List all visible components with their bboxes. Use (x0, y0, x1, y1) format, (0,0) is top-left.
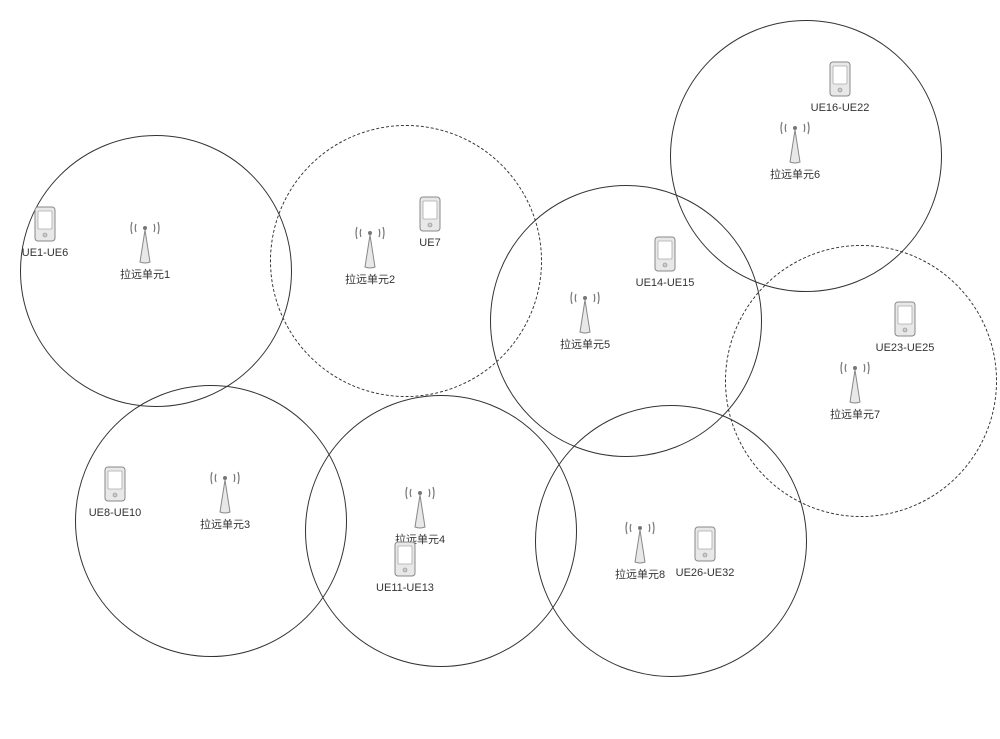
ue-group-7: UE23-UE25 (855, 300, 955, 354)
antenna-icon (568, 286, 602, 334)
antenna-label: 拉远单元1 (120, 266, 170, 282)
ue-group-2: UE7 (380, 195, 480, 249)
phone-icon (102, 465, 128, 505)
ue-group-4: UE11-UE13 (355, 540, 455, 594)
ue-group-5: UE14-UE15 (615, 235, 715, 289)
antenna-icon (128, 216, 162, 264)
antenna-label: 拉远单元6 (770, 166, 820, 182)
phone-icon (32, 205, 58, 245)
antenna-label: 拉远单元7 (830, 406, 880, 422)
antenna-label: 拉远单元2 (345, 271, 395, 287)
ue-label: UE7 (380, 237, 480, 249)
ue-label: UE8-UE10 (65, 507, 165, 519)
antenna-icon (403, 481, 437, 529)
antenna-5: 拉远单元5 (560, 286, 610, 352)
antenna-icon (623, 516, 657, 564)
ue-group-3: UE8-UE10 (65, 465, 165, 519)
antenna-6: 拉远单元6 (770, 116, 820, 182)
ue-label: UE23-UE25 (855, 342, 955, 354)
ue-group-6: UE16-UE22 (790, 60, 890, 114)
phone-icon (652, 235, 678, 275)
antenna-icon (778, 116, 812, 164)
phone-icon (392, 540, 418, 580)
ue-label: UE26-UE32 (655, 567, 755, 579)
ue-label: UE14-UE15 (615, 277, 715, 289)
antenna-icon (208, 466, 242, 514)
ue-group-1: UE1-UE6 (0, 205, 95, 259)
antenna-label: 拉远单元3 (200, 516, 250, 532)
phone-icon (892, 300, 918, 340)
ue-label: UE11-UE13 (355, 582, 455, 594)
antenna-4: 拉远单元4 (395, 481, 445, 547)
antenna-icon (838, 356, 872, 404)
phone-icon (827, 60, 853, 100)
ue-group-8: UE26-UE32 (655, 525, 755, 579)
ue-label: UE1-UE6 (0, 247, 95, 259)
ue-label: UE16-UE22 (790, 102, 890, 114)
phone-icon (417, 195, 443, 235)
antenna-1: 拉远单元1 (120, 216, 170, 282)
phone-icon (692, 525, 718, 565)
antenna-7: 拉远单元7 (830, 356, 880, 422)
antenna-label: 拉远单元5 (560, 336, 610, 352)
antenna-3: 拉远单元3 (200, 466, 250, 532)
